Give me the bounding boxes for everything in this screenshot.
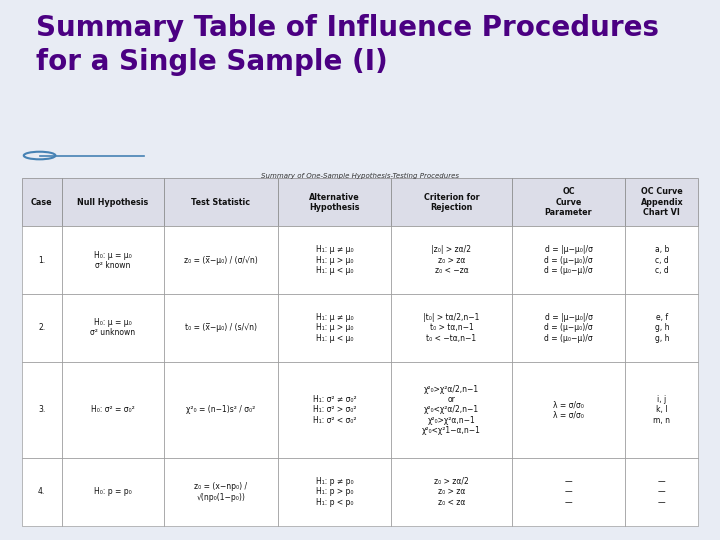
Text: Summary of One-Sample Hypothesis-Testing Procedures: Summary of One-Sample Hypothesis-Testing…: [261, 173, 459, 179]
Text: Summary Table of Influence Procedures
for a Single Sample (I): Summary Table of Influence Procedures fo…: [36, 14, 659, 77]
